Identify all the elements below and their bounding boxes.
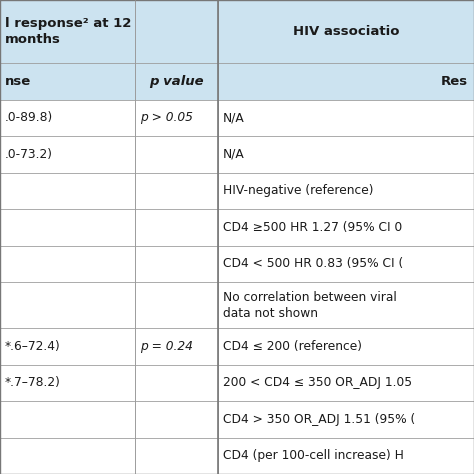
Bar bbox=[0, 438, 135, 474]
Bar bbox=[0, 365, 135, 401]
Text: *.7–78.2): *.7–78.2) bbox=[5, 376, 61, 389]
Bar bbox=[0, 63, 135, 100]
Bar bbox=[135, 401, 218, 438]
Bar bbox=[0, 100, 135, 136]
Bar bbox=[218, 328, 474, 365]
Bar bbox=[135, 328, 218, 365]
Bar bbox=[135, 136, 218, 173]
Text: p = 0.24: p = 0.24 bbox=[140, 340, 193, 353]
Text: CD4 ≥500 HR 1.27 (95% CI 0: CD4 ≥500 HR 1.27 (95% CI 0 bbox=[223, 221, 402, 234]
Bar bbox=[218, 0, 474, 63]
Text: l response² at 12
months: l response² at 12 months bbox=[5, 17, 131, 46]
Text: .0-89.8): .0-89.8) bbox=[5, 111, 53, 124]
Bar bbox=[135, 100, 218, 136]
Bar bbox=[218, 173, 474, 209]
Text: N/A: N/A bbox=[223, 148, 245, 161]
Bar bbox=[135, 365, 218, 401]
Bar bbox=[0, 136, 135, 173]
Bar bbox=[135, 282, 218, 328]
Bar bbox=[0, 209, 135, 246]
Bar bbox=[0, 401, 135, 438]
Bar bbox=[218, 136, 474, 173]
Text: CD4 > 350 OR_ADJ 1.51 (95% (: CD4 > 350 OR_ADJ 1.51 (95% ( bbox=[223, 413, 415, 426]
Bar bbox=[0, 246, 135, 282]
Bar bbox=[218, 365, 474, 401]
Bar bbox=[0, 328, 135, 365]
Bar bbox=[218, 282, 474, 328]
Text: CD4 < 500 HR 0.83 (95% CI (: CD4 < 500 HR 0.83 (95% CI ( bbox=[223, 257, 403, 270]
Text: .0-73.2): .0-73.2) bbox=[5, 148, 53, 161]
Bar bbox=[0, 282, 135, 328]
Bar bbox=[218, 63, 474, 100]
Bar bbox=[135, 438, 218, 474]
Bar bbox=[218, 246, 474, 282]
Bar bbox=[0, 0, 135, 63]
Bar bbox=[218, 401, 474, 438]
Text: CD4 (per 100-cell increase) H: CD4 (per 100-cell increase) H bbox=[223, 449, 404, 462]
Text: *.6–72.4): *.6–72.4) bbox=[5, 340, 61, 353]
Text: nse: nse bbox=[5, 75, 31, 88]
Bar bbox=[218, 100, 474, 136]
Bar bbox=[135, 246, 218, 282]
Bar bbox=[135, 0, 218, 63]
Text: HIV associatio: HIV associatio bbox=[293, 25, 399, 38]
Text: Res: Res bbox=[441, 75, 468, 88]
Text: CD4 ≤ 200 (reference): CD4 ≤ 200 (reference) bbox=[223, 340, 362, 353]
Bar bbox=[135, 209, 218, 246]
Text: No correlation between viral
data not shown: No correlation between viral data not sh… bbox=[223, 291, 397, 319]
Bar bbox=[135, 63, 218, 100]
Text: p value: p value bbox=[149, 75, 204, 88]
Bar bbox=[0, 173, 135, 209]
Bar bbox=[135, 173, 218, 209]
Text: HIV-negative (reference): HIV-negative (reference) bbox=[223, 184, 374, 197]
Text: N/A: N/A bbox=[223, 111, 245, 124]
Bar bbox=[218, 438, 474, 474]
Text: p > 0.05: p > 0.05 bbox=[140, 111, 193, 124]
Text: 200 < CD4 ≤ 350 OR_ADJ 1.05: 200 < CD4 ≤ 350 OR_ADJ 1.05 bbox=[223, 376, 412, 389]
Bar bbox=[218, 209, 474, 246]
